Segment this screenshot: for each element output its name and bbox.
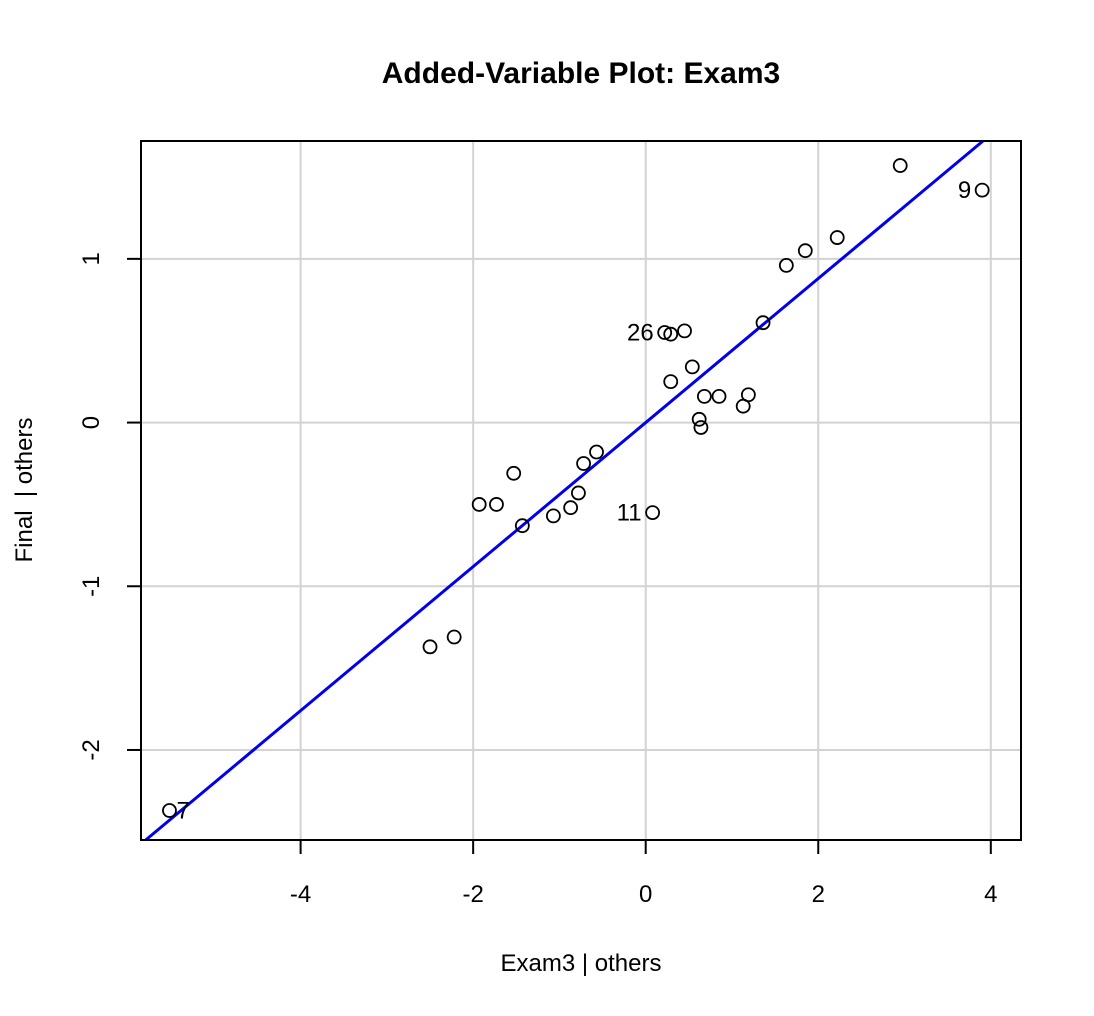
y-axis-label: Final | others [11,418,38,563]
point-label: 11 [617,500,642,527]
data-point [162,803,177,818]
point-label: 26 [627,320,654,347]
y-tick-label: -1 [78,576,105,597]
y-tick-label: 1 [78,252,105,265]
data-point [691,411,707,427]
data-point [684,359,700,375]
y-tick-label: -2 [78,739,105,760]
data-point [677,323,692,339]
point-labels: 7 11 26 9 [176,177,971,824]
data-point [422,639,438,655]
x-tick-label: 0 [639,881,652,908]
data-point [489,497,504,512]
grid-lines [141,141,1021,840]
plot-frame [140,140,1022,841]
data-point [711,388,727,404]
point-label: 9 [958,177,971,204]
data-point [778,258,794,273]
data-point [645,505,661,520]
regression-line [144,139,984,842]
x-tick-label: -4 [290,881,311,908]
data-point [506,465,522,481]
x-tick-label: 2 [812,881,825,908]
point-label: 7 [176,798,189,825]
data-point [696,388,712,404]
data-point [663,326,679,342]
data-point [471,497,487,512]
data-point [892,158,908,173]
data-point [663,374,679,390]
data-point [563,500,579,516]
y-tick-label: 0 [78,416,105,429]
data-point [657,325,673,340]
x-tick-label: 4 [984,881,997,908]
data-point [589,444,604,460]
data-point [693,420,709,435]
data-point [514,518,530,534]
data-point [829,230,845,245]
data-point [545,508,561,524]
x-axis: -4 -2 0 2 4 [290,840,997,908]
x-axis-label: Exam3 | others [501,950,662,977]
fit-line [144,139,984,842]
data-point [446,629,462,645]
data-point [571,485,586,501]
data-point [755,315,771,331]
data-point [974,182,990,198]
data-point [797,243,813,259]
data-points [162,158,990,818]
x-tick-label: -2 [462,881,483,908]
data-point [740,387,756,403]
data-point [576,456,591,471]
y-axis: -2 -1 0 1 [78,252,141,761]
chart-title: Added-Variable Plot: Exam3 [382,57,780,90]
